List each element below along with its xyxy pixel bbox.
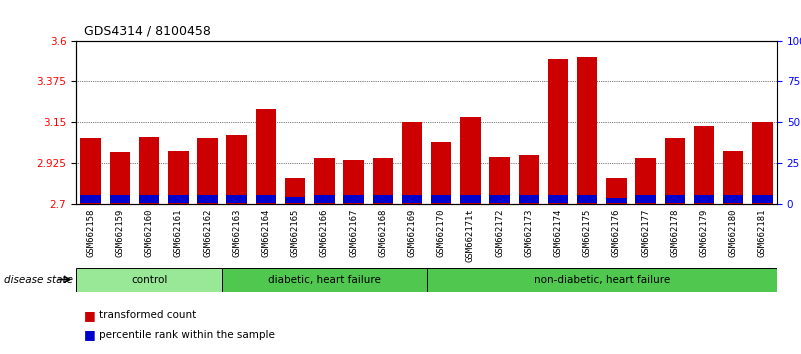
Bar xyxy=(372,158,393,204)
Bar xyxy=(227,135,247,204)
Bar xyxy=(577,57,598,204)
Bar xyxy=(168,194,188,202)
Text: GSM662168: GSM662168 xyxy=(378,209,387,257)
Bar xyxy=(227,194,247,202)
Bar xyxy=(80,194,101,202)
Bar xyxy=(518,194,539,202)
Text: GSM662175: GSM662175 xyxy=(582,209,592,257)
Bar xyxy=(168,151,188,204)
Bar xyxy=(723,195,743,202)
Bar xyxy=(518,155,539,204)
Text: GSM662174: GSM662174 xyxy=(553,209,562,257)
Bar xyxy=(222,268,427,292)
Bar xyxy=(427,268,777,292)
Bar xyxy=(197,194,218,202)
Text: GSM662158: GSM662158 xyxy=(87,209,95,257)
Text: non-diabetic, heart failure: non-diabetic, heart failure xyxy=(533,275,670,285)
Bar xyxy=(606,198,626,202)
Text: GSM662179: GSM662179 xyxy=(699,209,708,257)
Bar xyxy=(256,109,276,204)
Bar xyxy=(344,195,364,202)
Text: GSM662172: GSM662172 xyxy=(495,209,504,257)
Text: GSM662159: GSM662159 xyxy=(115,209,124,257)
Bar xyxy=(635,158,656,204)
Text: disease state: disease state xyxy=(4,275,73,285)
Bar xyxy=(256,194,276,202)
Bar xyxy=(665,194,685,202)
Text: GSM662180: GSM662180 xyxy=(729,209,738,257)
Bar xyxy=(285,178,305,204)
Bar xyxy=(110,152,130,204)
Text: control: control xyxy=(131,275,167,285)
Bar xyxy=(460,194,481,202)
Bar xyxy=(197,138,218,204)
Text: GSM662181: GSM662181 xyxy=(758,209,767,257)
Bar xyxy=(665,138,685,204)
Text: GSM662173: GSM662173 xyxy=(524,209,533,257)
Bar xyxy=(344,160,364,204)
Text: GSM662171t: GSM662171t xyxy=(466,209,475,262)
Text: GSM662160: GSM662160 xyxy=(145,209,154,257)
Text: ■: ■ xyxy=(84,328,96,341)
Bar xyxy=(752,122,773,204)
Bar xyxy=(694,194,714,202)
Text: GSM662177: GSM662177 xyxy=(641,209,650,257)
Bar xyxy=(694,126,714,204)
Bar xyxy=(548,194,568,202)
Bar xyxy=(460,117,481,204)
Text: GSM662164: GSM662164 xyxy=(261,209,271,257)
Bar xyxy=(402,194,422,202)
Text: GSM662162: GSM662162 xyxy=(203,209,212,257)
Text: GSM662170: GSM662170 xyxy=(437,209,445,257)
Text: transformed count: transformed count xyxy=(99,310,195,320)
Bar xyxy=(548,59,568,204)
Text: GSM662169: GSM662169 xyxy=(408,209,417,257)
Bar xyxy=(752,194,773,202)
Text: GSM662178: GSM662178 xyxy=(670,209,679,257)
Bar xyxy=(431,195,451,202)
Bar xyxy=(635,195,656,202)
Bar xyxy=(314,158,335,204)
Bar xyxy=(139,137,159,204)
Bar xyxy=(314,195,335,202)
Text: GDS4314 / 8100458: GDS4314 / 8100458 xyxy=(84,25,211,38)
Text: GSM662176: GSM662176 xyxy=(612,209,621,257)
Text: diabetic, heart failure: diabetic, heart failure xyxy=(268,275,380,285)
Bar xyxy=(489,194,509,202)
Bar xyxy=(372,195,393,202)
Text: GSM662161: GSM662161 xyxy=(174,209,183,257)
Bar xyxy=(139,194,159,202)
Bar xyxy=(76,268,222,292)
Bar xyxy=(489,156,509,204)
Text: GSM662163: GSM662163 xyxy=(232,209,241,257)
Bar xyxy=(402,122,422,204)
Text: percentile rank within the sample: percentile rank within the sample xyxy=(99,330,275,339)
Bar xyxy=(606,178,626,204)
Text: GSM662165: GSM662165 xyxy=(291,209,300,257)
Text: GSM662167: GSM662167 xyxy=(349,209,358,257)
Bar xyxy=(577,194,598,202)
Bar xyxy=(80,137,101,204)
Bar xyxy=(285,197,305,202)
Bar xyxy=(723,151,743,204)
Text: GSM662166: GSM662166 xyxy=(320,209,329,257)
Bar xyxy=(431,142,451,204)
Text: ■: ■ xyxy=(84,309,96,321)
Bar xyxy=(110,194,130,202)
